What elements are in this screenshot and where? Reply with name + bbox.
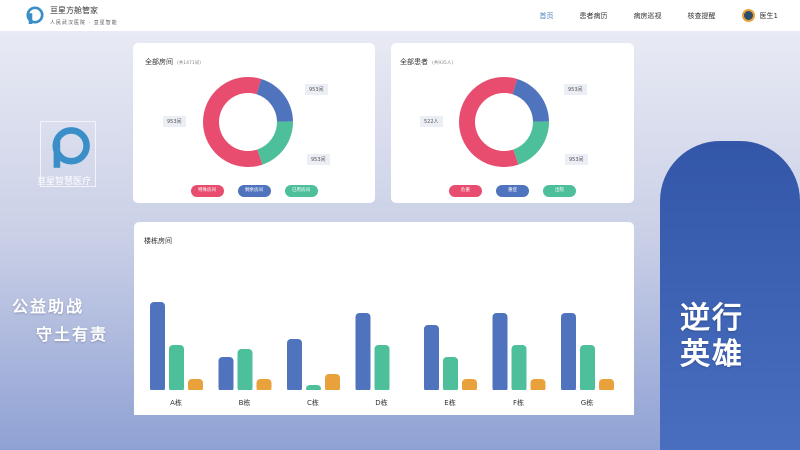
patients-label-blue: 953间 — [564, 84, 587, 95]
rooms-card: 全部房间 (共1471间) 953间 953间 953间 特殊房间 剩余房间 已用房间 — [133, 43, 375, 203]
sub-brand: 人民武汉医院 · 亘星智能 — [50, 20, 118, 26]
legend-severe[interactable]: 重症 — [496, 185, 529, 197]
brand-logo-icon — [52, 127, 90, 168]
bar[interactable] — [580, 345, 595, 392]
rooms-title: 全部房间 (共1471间) — [145, 58, 201, 66]
nav-ward-rounds[interactable]: 病房巡视 — [633, 11, 662, 20]
nav-patient-records[interactable]: 患者病历 — [579, 11, 608, 20]
bar[interactable] — [530, 379, 546, 392]
rooms-label-green: 953间 — [307, 154, 330, 165]
bar[interactable] — [462, 379, 477, 392]
hero-slogan: 逆行英雄 — [680, 301, 744, 372]
background: 亘星智慧医疗 公益助战 守土有责 逆行英雄 全部房间 (共1471间) 953间 … — [0, 31, 800, 450]
bar[interactable] — [169, 345, 184, 392]
bar[interactable] — [374, 345, 390, 392]
x-tick-label: A栋 — [170, 398, 182, 407]
doctor-illustration — [660, 141, 800, 450]
legend-discharged[interactable]: 出院 — [543, 185, 576, 197]
rooms-legend: 特殊房间 剩余房间 已用房间 — [133, 176, 375, 197]
bar[interactable] — [325, 374, 340, 392]
main-nav: 首页 患者病历 病房巡视 核查提醒 医生1 — [514, 0, 778, 31]
rooms-donut — [203, 77, 293, 167]
app-logo-icon — [26, 6, 44, 24]
bar[interactable] — [287, 339, 302, 392]
donut-slice[interactable] — [257, 121, 293, 165]
patients-card: 全部患者 (共935人) 953间 522人 953间 危重 重症 出院 — [391, 43, 634, 203]
rooms-subtitle: (共1471间) — [177, 61, 201, 66]
patients-subtitle: (共935人) — [432, 61, 454, 66]
patients-legend: 危重 重症 出院 — [391, 176, 634, 197]
building-chart-title: 楼栋房间 — [144, 237, 172, 245]
legend-used-rooms[interactable]: 已用房间 — [284, 185, 318, 197]
donut-slice[interactable] — [203, 77, 263, 167]
legend-special-rooms[interactable]: 特殊房间 — [190, 185, 224, 197]
x-tick-label: B栋 — [239, 398, 251, 407]
x-tick-label: D栋 — [375, 398, 387, 407]
bar[interactable] — [511, 345, 527, 392]
patients-title: 全部患者 (共935人) — [400, 58, 454, 66]
legend-critical[interactable]: 危重 — [449, 185, 482, 197]
donut-slice[interactable] — [459, 77, 519, 167]
bar[interactable] — [188, 379, 203, 392]
bar[interactable] — [218, 357, 234, 392]
brand: 亘星方舱管家 人民武汉医院 · 亘星智能 — [50, 5, 118, 26]
left-logo-frame: 亘星智慧医疗 — [37, 121, 96, 187]
bar[interactable] — [256, 379, 272, 392]
x-tick-label: C栋 — [307, 398, 319, 407]
patients-label-green: 953间 — [565, 154, 588, 165]
nav-home[interactable]: 首页 — [539, 11, 554, 20]
x-tick-label: E栋 — [444, 398, 455, 407]
top-header: 亘星方舱管家 人民武汉医院 · 亘星智能 首页 患者病历 病房巡视 核查提醒 医… — [0, 0, 800, 31]
patients-donut — [459, 77, 549, 167]
brand-text: 亘星智慧医疗 — [37, 177, 92, 187]
patients-label-red: 522人 — [420, 116, 443, 127]
bar[interactable] — [599, 379, 614, 392]
app-name: 亘星方舱管家 — [50, 6, 98, 15]
rooms-label-blue: 953间 — [305, 84, 328, 95]
x-tick-label: G栋 — [581, 398, 593, 407]
bar[interactable] — [561, 313, 576, 392]
bar[interactable] — [237, 349, 253, 392]
building-bar-chart: A栋B栋C栋D栋E栋F栋G栋已用房间剩余房间特殊房间 — [134, 302, 634, 415]
donut-slice[interactable] — [512, 79, 549, 122]
bar[interactable] — [355, 313, 371, 392]
building-rooms-card: 楼栋房间 A栋B栋C栋D栋E栋F栋G栋已用房间剩余房间特殊房间 — [134, 222, 634, 415]
rooms-label-red: 953间 — [163, 116, 186, 127]
bar[interactable] — [424, 325, 439, 392]
slogan-line2: 守土有责 — [36, 325, 109, 344]
nav-check-reminders[interactable]: 核查提醒 — [687, 11, 716, 20]
legend-remaining-rooms[interactable]: 剩余房间 — [237, 185, 271, 197]
bar[interactable] — [492, 313, 508, 392]
bar[interactable] — [150, 302, 165, 392]
x-tick-label: F栋 — [513, 398, 524, 407]
slogan-line1: 公益助战 — [12, 297, 85, 316]
bar[interactable] — [443, 357, 458, 392]
donut-slice[interactable] — [256, 79, 293, 122]
avatar[interactable] — [741, 9, 755, 22]
baseline-mask — [134, 390, 634, 415]
user-name[interactable]: 医生1 — [759, 11, 778, 20]
donut-slice[interactable] — [513, 121, 549, 165]
